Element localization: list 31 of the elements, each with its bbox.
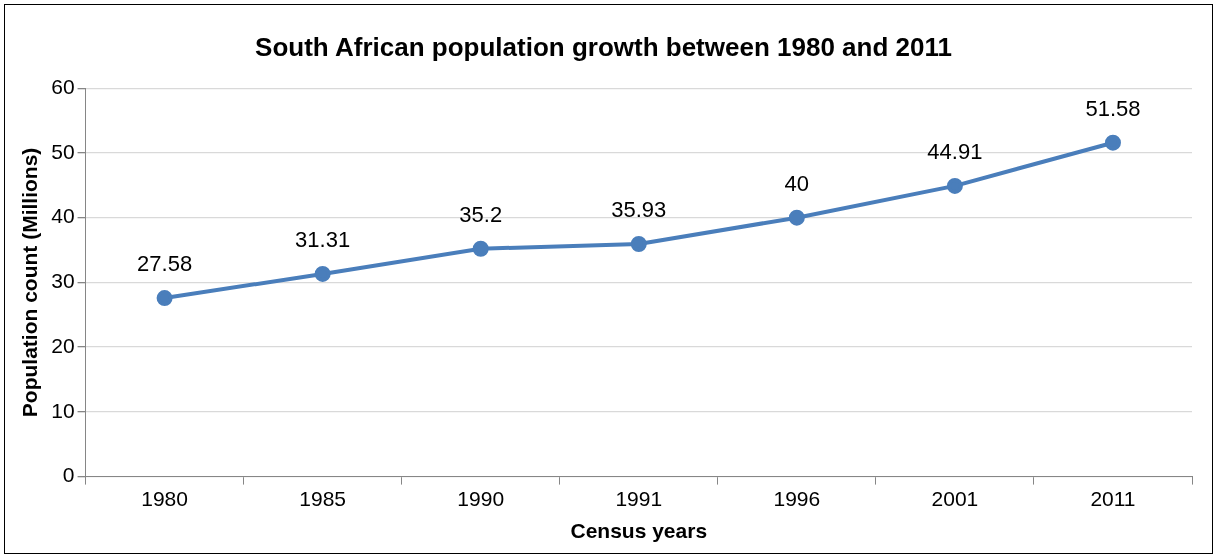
data-label: 40 <box>784 170 810 196</box>
point <box>630 236 647 253</box>
y-tick-label: 30 <box>51 269 75 293</box>
point <box>156 290 173 307</box>
data-label: 35.93 <box>611 197 667 223</box>
x-axis-title: Census years <box>570 519 708 543</box>
data-label: 35.2 <box>459 201 503 227</box>
chart-title: South African population growth between 1980 and 2011 <box>255 31 952 62</box>
x-tick-label: 2011 <box>1090 487 1136 510</box>
point <box>314 265 331 282</box>
y-tick-label: 60 <box>51 75 75 98</box>
y-tick-label: 50 <box>51 139 75 163</box>
x-tick-label: 1980 <box>141 487 188 510</box>
y-tick-label: 40 <box>51 204 75 228</box>
x-tick-label: 1991 <box>615 487 663 510</box>
x-tick-label: 1985 <box>299 487 347 510</box>
point <box>946 177 963 194</box>
data-label: 31.31 <box>295 226 351 252</box>
x-tick-label: 2001 <box>931 487 979 510</box>
y-tick-label: 10 <box>51 398 75 422</box>
x-tick-label: 1996 <box>773 487 821 510</box>
y-tick-label: 0 <box>62 463 75 487</box>
data-label: 44.91 <box>927 138 983 164</box>
data-label: 51.58 <box>1085 95 1141 121</box>
point <box>1104 134 1121 151</box>
data-label: 27.58 <box>137 251 193 277</box>
x-tick-label: 1990 <box>457 487 505 510</box>
point <box>472 240 489 257</box>
y-axis-title: Population count (Millions) <box>18 147 42 418</box>
y-tick-label: 20 <box>51 333 75 357</box>
point <box>788 209 805 226</box>
